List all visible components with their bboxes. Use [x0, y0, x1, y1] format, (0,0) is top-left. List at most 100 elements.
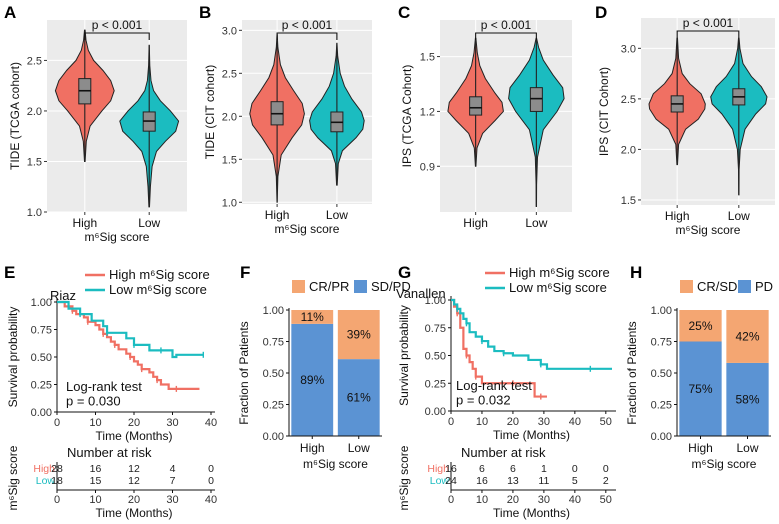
y-axis-label: TIDE (CIT cohort): [203, 65, 217, 159]
x-tick-label: 0: [448, 494, 454, 506]
x-tick-label: 30: [166, 494, 178, 506]
y-tick-label: 1.00: [425, 295, 446, 307]
x-tick-label: 40: [569, 416, 581, 428]
risk-row-name: High: [33, 463, 55, 475]
panel-label: E: [4, 263, 15, 282]
risk-count: 11: [538, 475, 549, 487]
x-tick-label: 30: [538, 416, 550, 428]
risk-count: 18: [51, 475, 63, 487]
legend-label: CR/SD: [697, 279, 737, 294]
risk-count: 16: [90, 463, 102, 475]
x-axis-label: m⁶Sig score: [676, 223, 741, 237]
y-tick-label: 0.25: [31, 380, 52, 392]
y-tick-label: 1.5: [621, 195, 636, 207]
legend-swatch: [354, 280, 367, 293]
bar-cr-sd: [726, 310, 769, 363]
risk-count: 13: [507, 475, 519, 487]
risk-table-title: Number at risk: [67, 445, 152, 460]
y-tick-label: 1.0: [27, 207, 42, 219]
panel-label: A: [4, 3, 16, 22]
x-tick-label: 10: [476, 494, 488, 506]
significance-bracket: [475, 32, 537, 40]
x-tick-label: 10: [476, 416, 488, 428]
x-axis-label: Time (Months): [96, 429, 173, 443]
x-tick-label: 0: [448, 416, 454, 428]
risk-count: 16: [445, 463, 457, 475]
x-tick-label: Low: [525, 216, 547, 230]
data-label: 61%: [347, 391, 371, 405]
x-tick-label: 40: [205, 494, 217, 506]
y-tick-label: 0.9: [420, 161, 435, 173]
y-axis-label: Fraction of Patients: [237, 321, 251, 424]
y-tick-label: 2.5: [621, 94, 636, 106]
panel-label: F: [240, 263, 250, 282]
y-tick-label: 0.25: [425, 378, 446, 390]
panel-label: C: [398, 3, 410, 22]
y-axis-label: IPS (TCGA Cohort): [400, 65, 414, 168]
y-tick-label: 1.00: [651, 305, 672, 317]
legend-swatch: [292, 280, 305, 293]
km-curve-low: [57, 300, 204, 359]
y-tick-label: 0.75: [425, 323, 446, 335]
data-label: 25%: [688, 319, 712, 333]
y-tick-label: 2.0: [222, 111, 237, 123]
panel-A: 1.0 1.5 2.0 2.5 High Low p < 0.001 A TIDE (TCGA …: [4, 3, 187, 244]
legend-label: CR/PR: [309, 279, 349, 294]
bar-cr-sd: [679, 310, 722, 342]
data-label: 89%: [300, 373, 324, 387]
risk-row-name: High: [427, 463, 449, 475]
x-tick-label: Low: [348, 441, 370, 455]
x-axis-label: m⁶Sig score: [303, 457, 368, 471]
legend-label: SD/PD: [371, 279, 411, 294]
y-tick-label: 0.00: [425, 406, 446, 418]
y-tick-label: 0.75: [263, 337, 284, 349]
y-tick-label: 0.50: [425, 351, 446, 363]
panel-C: 0.9 1.2 1.5 High Low p < 0.001 C IPS (TCGA Coho…: [398, 3, 572, 230]
risk-table-title: Number at risk: [461, 445, 546, 460]
panel-G: 0.000.250.500.751.000 10 20 30 40 50GVanallen…: [396, 263, 616, 520]
significance-bracket: [84, 32, 150, 40]
panel-label: G: [398, 263, 411, 282]
x-tick-label: High: [665, 209, 690, 223]
box: [529, 87, 543, 112]
axes: [288, 308, 382, 437]
y-tick-label: 2.0: [621, 144, 636, 156]
risk-count: 7: [170, 475, 176, 487]
x-tick-label: 0: [54, 417, 60, 429]
data-label: 11%: [301, 310, 324, 324]
risk-count: 28: [51, 463, 63, 475]
y-tick-label: 1.2: [420, 106, 435, 118]
x-tick-label: 20: [128, 494, 140, 506]
x-tick-label: 40: [569, 494, 581, 506]
y-tick-label: 0.25: [263, 400, 284, 412]
p-value: p < 0.001: [282, 18, 333, 32]
x-axis-label: m⁶Sig score: [275, 222, 340, 236]
x-axis-label: m⁶Sig score: [692, 457, 757, 471]
x-tick-label: 50: [600, 416, 612, 428]
risk-row-name: Low: [36, 475, 56, 487]
x-tick-label: 30: [166, 417, 178, 429]
y-tick-label: 1.0: [222, 197, 237, 209]
y-tick-label: 1.5: [222, 154, 237, 166]
panel-H: 0.00 0.25 0.50 0.75 1.00 75% 25% High 58% 42% Low H…: [625, 263, 773, 471]
legend-swatch: [680, 280, 693, 293]
bar-cr-pr: [291, 310, 334, 324]
risk-table-ylabel: m⁶Sig score: [6, 445, 20, 510]
bar-pd: [679, 341, 722, 436]
annotation-p: p = 0.032: [456, 392, 511, 407]
axes: [676, 308, 771, 437]
x-tick-label: Low: [138, 216, 160, 230]
x-tick-label: Low: [728, 209, 750, 223]
risk-count: 6: [510, 463, 516, 475]
y-tick-label: 0.00: [263, 431, 284, 443]
bar-sd-pd: [291, 323, 334, 436]
box: [469, 96, 483, 116]
p-value: p < 0.001: [481, 18, 532, 32]
x-tick-label: High: [72, 216, 97, 230]
legend-label: Low m⁶Sig score: [509, 280, 607, 295]
p-value: p < 0.001: [683, 16, 734, 30]
panel-D: 1.5 2.0 2.5 3.0 High Low p < 0.001 D IPS (CIT Co…: [595, 3, 775, 237]
panel-B: 1.0 1.5 2.0 2.5 3.0 High Low p < 0.001 B TIDE (CI…: [199, 3, 372, 236]
y-axis-label: Fraction of Patients: [625, 321, 639, 424]
